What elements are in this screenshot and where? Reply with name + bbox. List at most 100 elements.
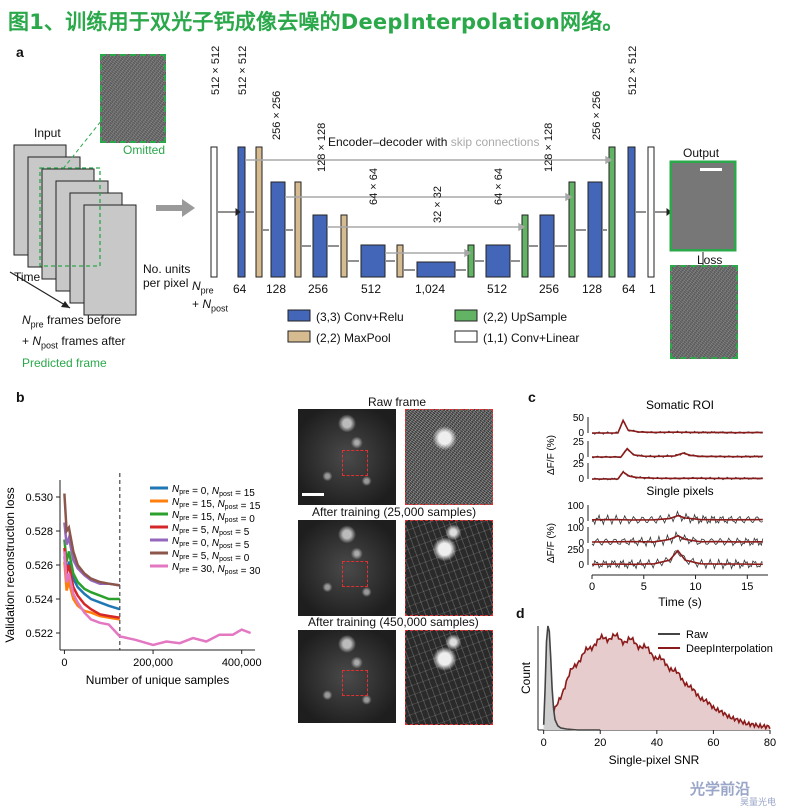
legend-linear: (1,1) Conv+Linear (483, 331, 580, 345)
panel-d-label: d (516, 605, 525, 621)
dimension-label: 512 × 512 (627, 45, 639, 95)
denoised-somatic-trace (592, 418, 763, 434)
denoised-pixel-trace (591, 514, 763, 521)
raw-roi-box (342, 450, 368, 476)
dimension-label: 256 × 256 (271, 90, 283, 140)
trace-tick-label: 25 (573, 437, 585, 448)
units-per-pixel-label: No. units per pixel (143, 262, 191, 290)
legend-label: DeepInterpolation (686, 643, 773, 655)
y-tick-label: 0.528 (25, 526, 53, 538)
after-25k-image (298, 520, 396, 616)
output-image (672, 163, 734, 249)
y-tick-label: 0.524 (25, 594, 53, 606)
frames-description: Npre frames before + Npost frames after … (22, 313, 126, 370)
x-tick-label: 40 (651, 737, 663, 749)
x-tick-label: 20 (594, 737, 606, 749)
raw-trace (591, 530, 764, 549)
dimension-label: 64 × 64 (368, 167, 380, 205)
dimension-label: 128 × 128 (316, 122, 328, 172)
deepinterpolation-area (543, 633, 770, 730)
dimension-label: 128 × 128 (543, 122, 555, 172)
after-25k-zoom-image (405, 520, 493, 616)
dimension-label: 32 × 32 (432, 185, 444, 223)
units-label: 128 (266, 282, 287, 296)
y-tick-label: 0.530 (25, 492, 53, 504)
raw-trace (592, 550, 763, 571)
legend-label: Npre = 15, Npost = 0 (172, 510, 255, 525)
denoised-somatic-trace (592, 447, 763, 458)
legend-label: Npre = 0, Npost = 5 (172, 536, 250, 551)
loss-chart: 0.522 0.524 0.526 0.528 0.530 0 200,000 400,000… (3, 470, 262, 687)
x-tick-label: 200,000 (133, 657, 173, 669)
trace-tick-label: 0 (578, 538, 584, 549)
raw-scale-bar (302, 493, 324, 496)
time-axis-label: Time (s) (658, 595, 702, 609)
units-label: 1 (649, 282, 656, 296)
skip-connections (245, 155, 613, 258)
panel-a-diagram (9, 99, 737, 343)
denoised-pixel-trace (591, 549, 763, 566)
panel-c-label: c (528, 389, 536, 405)
figure-title: 图1、训练用于双光子钙成像去噪的DeepInterpolation网络。 (8, 10, 624, 34)
legend-label: Raw (686, 629, 708, 641)
omitted-label: Omitted (123, 143, 166, 157)
time-tick-label: 0 (589, 581, 595, 593)
trace-tick-label: 250 (567, 545, 584, 556)
denoised-somatic-trace (592, 470, 763, 480)
raw-line (542, 625, 601, 731)
after-450k-title: After training (450,000 samples) (308, 615, 479, 629)
trace-tick-label: 0 (578, 560, 584, 571)
legend-pool: (2,2) MaxPool (316, 331, 391, 345)
units-label: 512 (487, 282, 508, 296)
somatic-title: Somatic ROI (646, 398, 714, 412)
output-label: Output (683, 146, 720, 160)
units-label: 1,024 (415, 282, 446, 296)
raw-frame-image (298, 409, 396, 505)
legend-label: Npre = 5, Npost = 5 (172, 523, 250, 538)
y-tick-label: 0.522 (25, 628, 53, 640)
after-450k-zoom-image (405, 630, 493, 725)
legend-label: Npre = 30, Npost = 30 (172, 562, 261, 577)
legend-up: (2,2) UpSample (483, 310, 568, 324)
series-line (63, 493, 120, 587)
x-axis-label: Single-pixel SNR (609, 753, 700, 767)
trace-tick-label: 0 (578, 474, 584, 485)
input-frame-stack (13, 144, 137, 316)
x-axis-label: Number of unique samples (86, 673, 229, 687)
npre-npost-label: Npre + Npost (192, 279, 229, 314)
dimension-label: 64 × 64 (493, 167, 505, 205)
y-tick-label: 0.526 (25, 560, 53, 572)
trace-tick-label: 100 (567, 523, 584, 534)
after-25k-roi-box (342, 561, 368, 587)
deepinterpolation-line (543, 631, 771, 731)
legend-label: Npre = 15, Npost = 15 (172, 497, 261, 512)
x-tick-label: 80 (764, 737, 776, 749)
units-label: 128 (582, 282, 603, 296)
loss-label: Loss (697, 253, 723, 267)
trace-tick-label: 0 (578, 452, 584, 463)
dimension-label: 512 × 512 (237, 45, 249, 95)
trace-tick-label: 25 (573, 459, 585, 470)
after-450k-roi-box (342, 670, 368, 696)
dimension-label: 256 × 256 (591, 90, 603, 140)
units-label: 256 (308, 282, 329, 296)
legend-conv-swatch (287, 309, 311, 322)
after-450k-image (298, 630, 396, 723)
panel-b-label: b (16, 389, 25, 405)
trace-tick-label: 0 (578, 516, 584, 527)
series-line (63, 551, 252, 647)
x-tick-label: 400,000 (222, 657, 262, 669)
output-image-frame (669, 160, 737, 252)
raw-zoom-image (405, 409, 493, 505)
units-label: 512 (361, 282, 382, 296)
encoder-title: Encoder–decoder with skip connections (328, 135, 540, 149)
omitted-frame-image (100, 54, 166, 143)
trace-tick-label: 100 (567, 501, 584, 512)
x-tick-label: 60 (707, 737, 719, 749)
main-arrow (156, 199, 195, 217)
trace-tick-label: 0 (578, 428, 584, 439)
series-line (63, 539, 120, 601)
x-tick-label: 0 (541, 737, 547, 749)
time-tick-label: 5 (641, 581, 647, 593)
